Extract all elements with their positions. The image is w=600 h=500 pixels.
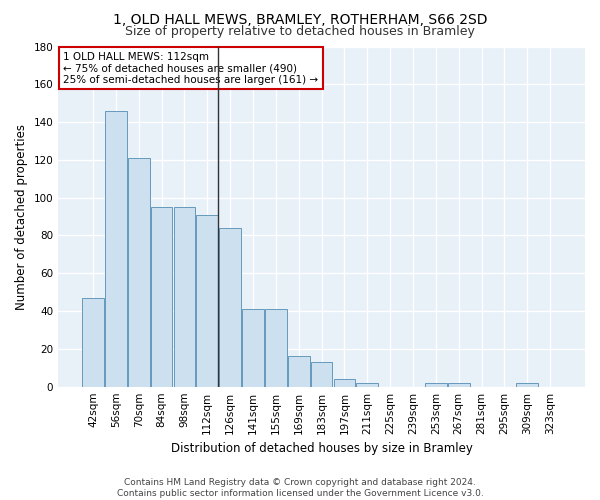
X-axis label: Distribution of detached houses by size in Bramley: Distribution of detached houses by size … <box>170 442 473 455</box>
Bar <box>356 383 378 386</box>
Bar <box>242 309 264 386</box>
Bar <box>448 383 470 386</box>
Y-axis label: Number of detached properties: Number of detached properties <box>15 124 28 310</box>
Bar <box>105 111 127 386</box>
Bar <box>288 356 310 386</box>
Bar <box>517 383 538 386</box>
Bar <box>265 309 287 386</box>
Bar <box>334 379 355 386</box>
Bar <box>173 207 195 386</box>
Bar <box>151 207 172 386</box>
Bar <box>425 383 447 386</box>
Bar <box>311 362 332 386</box>
Text: 1, OLD HALL MEWS, BRAMLEY, ROTHERHAM, S66 2SD: 1, OLD HALL MEWS, BRAMLEY, ROTHERHAM, S6… <box>113 12 487 26</box>
Bar <box>219 228 241 386</box>
Bar <box>82 298 104 386</box>
Bar <box>128 158 149 386</box>
Text: 1 OLD HALL MEWS: 112sqm
← 75% of detached houses are smaller (490)
25% of semi-d: 1 OLD HALL MEWS: 112sqm ← 75% of detache… <box>64 52 319 85</box>
Text: Size of property relative to detached houses in Bramley: Size of property relative to detached ho… <box>125 25 475 38</box>
Bar <box>196 214 218 386</box>
Text: Contains HM Land Registry data © Crown copyright and database right 2024.
Contai: Contains HM Land Registry data © Crown c… <box>116 478 484 498</box>
